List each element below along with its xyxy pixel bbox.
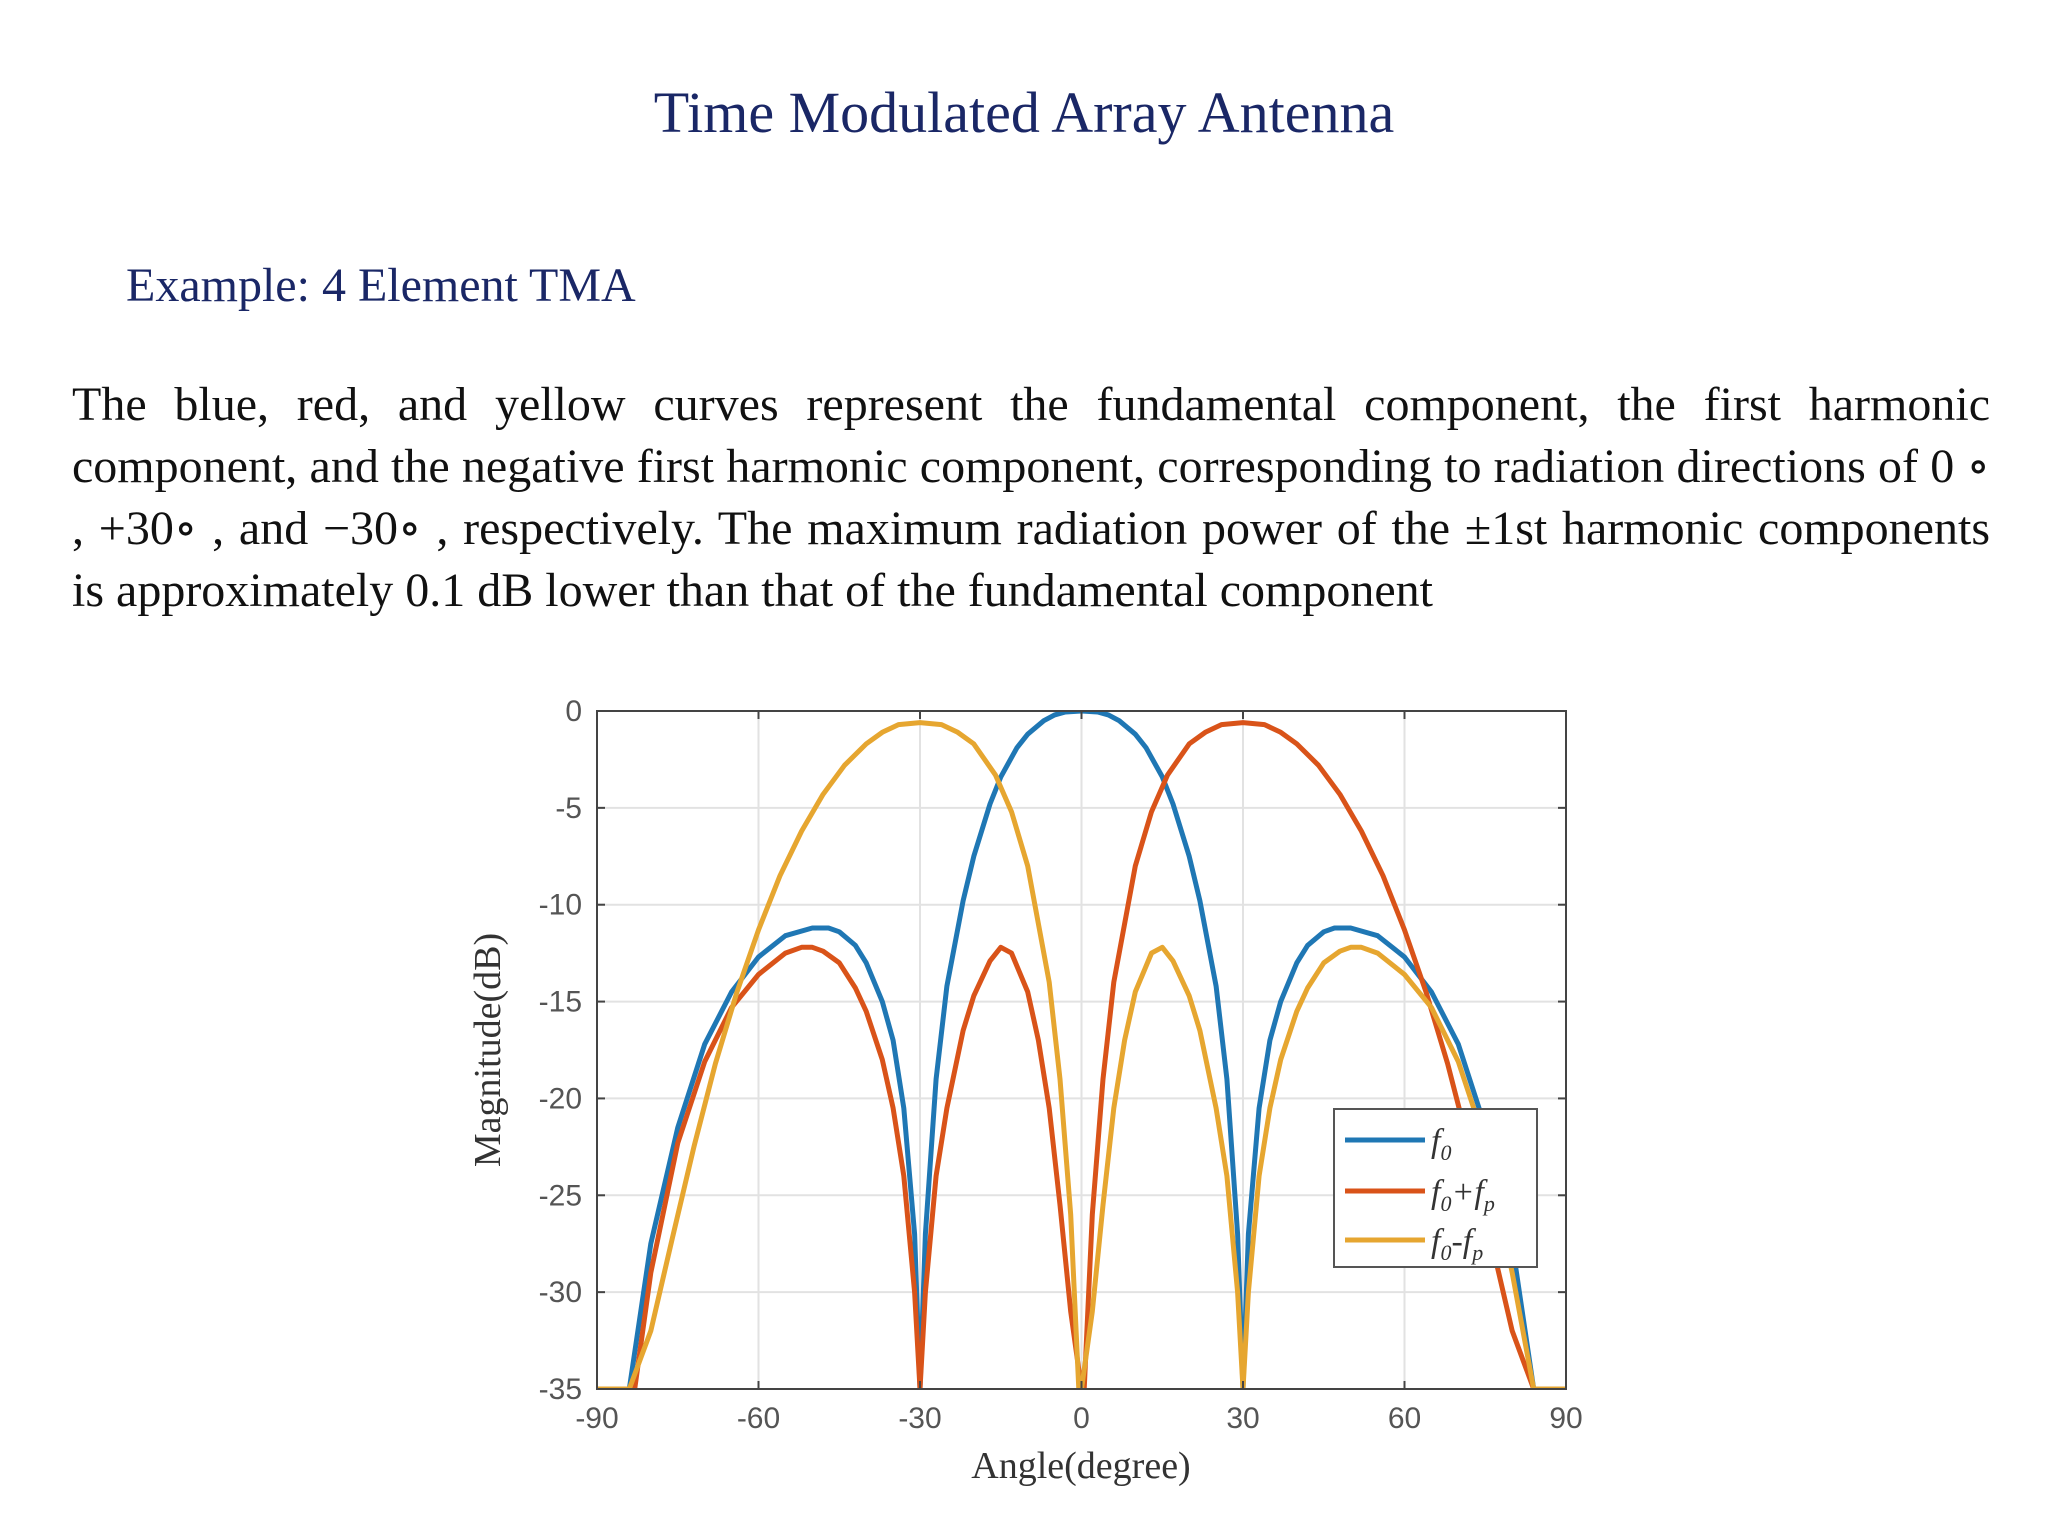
y-tick-label: -30 bbox=[539, 1276, 582, 1309]
x-tick-label: -90 bbox=[575, 1402, 618, 1435]
y-tick-label: -25 bbox=[539, 1179, 582, 1212]
x-tick-label: 0 bbox=[1073, 1402, 1090, 1435]
x-axis-title: Angle(degree) bbox=[971, 1445, 1190, 1487]
x-tick-labels: -90 -60 -30 0 30 60 90 bbox=[575, 1402, 1582, 1435]
y-tick-label: 0 bbox=[565, 695, 582, 728]
x-tick-label: 90 bbox=[1549, 1402, 1582, 1435]
series-line-f0_plus_fp bbox=[597, 720, 1566, 1389]
radiation-pattern-chart: 0 -5 -10 -15 -20 -25 -30 -35 -90 -60 -30 0 30 60 90 A… bbox=[448, 688, 1600, 1508]
y-tick-label: -10 bbox=[539, 889, 582, 922]
legend: f0 f0+fp f0-fp bbox=[1333, 1108, 1538, 1268]
x-tick-label: 30 bbox=[1226, 1402, 1259, 1435]
chart-svg: 0 -5 -10 -15 -20 -25 -30 -35 -90 -60 -30 0 30 60 90 A… bbox=[467, 695, 1583, 1487]
x-tick-label: 60 bbox=[1388, 1402, 1421, 1435]
data-series bbox=[597, 711, 1566, 1389]
y-tick-label: -15 bbox=[539, 986, 582, 1019]
series-line-f0_minus_fp bbox=[597, 720, 1566, 1389]
x-tick-label: -60 bbox=[737, 1402, 780, 1435]
y-tick-label: -20 bbox=[539, 1082, 582, 1115]
slide-title: Time Modulated Array Antenna bbox=[653, 80, 1395, 145]
x-tick-label: -30 bbox=[898, 1402, 941, 1435]
slide-subtitle: Example: 4 Element TMA bbox=[126, 259, 636, 312]
y-tick-label: -5 bbox=[555, 792, 582, 825]
y-axis-title: Magnitude(dB) bbox=[467, 933, 509, 1167]
y-tick-labels: 0 -5 -10 -15 -20 -25 -30 -35 bbox=[539, 695, 582, 1406]
slide-body-text: The blue, red, and yellow curves represe… bbox=[72, 378, 1990, 617]
tick-marks bbox=[596, 710, 1567, 1390]
series-line-f0 bbox=[597, 711, 1566, 1389]
y-tick-label: -35 bbox=[539, 1373, 582, 1406]
